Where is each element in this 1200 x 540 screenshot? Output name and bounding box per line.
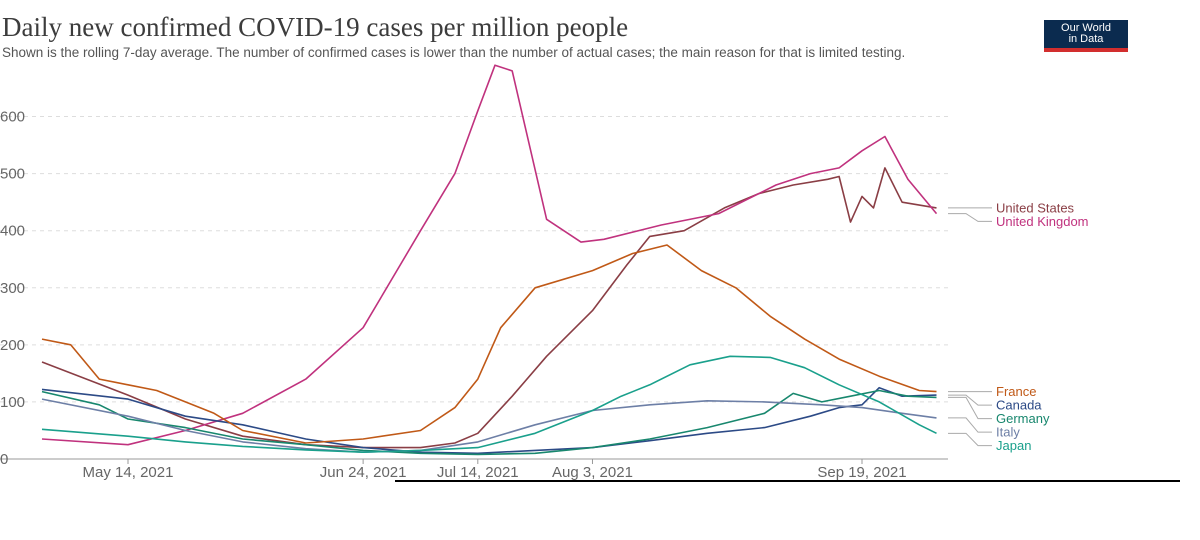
x-tick-label-3: Aug 3, 2021	[552, 464, 633, 481]
chart-title: Daily new confirmed COVID-19 cases per m…	[2, 12, 629, 42]
legend-label-italy: Italy	[996, 425, 1020, 440]
legend-label-japan: Japan	[996, 438, 1031, 453]
legend-label-germany: Germany	[996, 411, 1050, 426]
chart-subtitle: Shown is the rolling 7-day average. The …	[2, 45, 906, 60]
legend-label-united-states: United States	[996, 200, 1075, 215]
legend-label-canada: Canada	[996, 398, 1042, 413]
owid-logo[interactable]: Our World in Data	[1044, 20, 1128, 52]
series-line-japan	[41, 355, 937, 454]
y-tick-label-100: 100	[0, 394, 25, 411]
series-lines	[41, 64, 938, 456]
series-line-united-states	[41, 167, 937, 449]
legend-connector-germany	[948, 396, 992, 420]
gridlines	[0, 116, 948, 460]
series-line-france	[41, 244, 937, 444]
x-axis: May 14, 2021 Jun 24, 2021 Jul 14, 2021 Aug …	[83, 459, 907, 481]
divider-line	[395, 480, 1180, 482]
legend-label-united-kingdom: United Kingdom	[996, 214, 1089, 229]
y-tick-label-0: 0	[0, 451, 8, 468]
series-line-united-kingdom	[41, 64, 938, 446]
x-tick-label-0: May 14, 2021	[83, 464, 174, 481]
y-tick-label-300: 300	[0, 280, 25, 297]
y-tick-label-600: 600	[0, 109, 25, 126]
y-tick-label-200: 200	[0, 337, 25, 354]
y-tick-label-500: 500	[0, 166, 25, 183]
legend-connector-canada	[948, 394, 992, 406]
legend-connector-italy	[948, 417, 992, 433]
x-tick-label-4: Sep 19, 2021	[817, 464, 906, 481]
x-tick-label-2: Jul 14, 2021	[437, 464, 519, 481]
x-tick-label-1: Jun 24, 2021	[320, 464, 407, 481]
y-tick-label-400: 400	[0, 223, 25, 240]
series-line-germany	[41, 389, 937, 456]
legend-label-france: France	[996, 384, 1036, 399]
y-axis: 0 100 200 300 400 500 600	[0, 109, 25, 468]
logo-line-1: Our World	[1061, 22, 1111, 34]
logo-line-2: in Data	[1068, 33, 1104, 45]
legend-connector-united-kingdom	[948, 213, 992, 222]
legend-connector-japan	[948, 432, 992, 447]
series-line-italy	[41, 398, 937, 454]
